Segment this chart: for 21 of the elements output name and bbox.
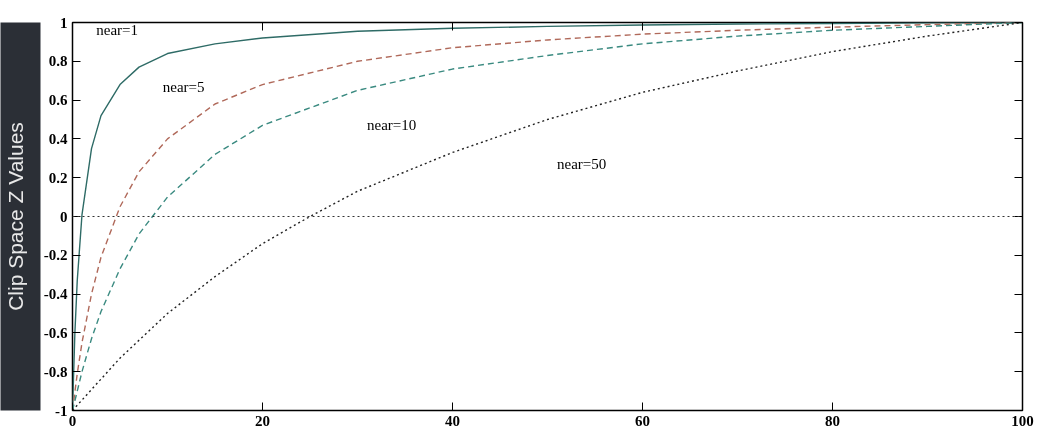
y-tick-label: 0.6 — [48, 92, 68, 109]
x-tick-label: 80 — [825, 412, 840, 428]
y-tick-label: 1 — [60, 14, 68, 31]
y-tick-label: 0.4 — [48, 130, 68, 147]
y-axis-title: Clip Space Z Values — [3, 122, 27, 311]
y-tick-label: 0.8 — [48, 53, 68, 70]
y-tick-label: -0.2 — [43, 247, 68, 264]
y-tick-label: 0.2 — [48, 169, 68, 186]
y-tick-label: -1 — [55, 402, 68, 419]
x-tick-label: 100 — [1011, 412, 1034, 428]
y-tick-label: 0 — [60, 208, 68, 225]
series-label: near=1 — [96, 22, 139, 39]
text: near=50 — [557, 156, 607, 173]
y-tick-label: -0.8 — [43, 363, 68, 380]
y-tick-label: -0.4 — [43, 286, 68, 303]
x-tick-label: 60 — [635, 412, 650, 428]
x-tick-label: 40 — [445, 412, 460, 428]
y-tick-label: -0.6 — [43, 324, 68, 341]
x-tick-label: 20 — [255, 412, 270, 428]
series-label: near=10 — [367, 117, 417, 134]
series-label: near=5 — [162, 78, 205, 95]
